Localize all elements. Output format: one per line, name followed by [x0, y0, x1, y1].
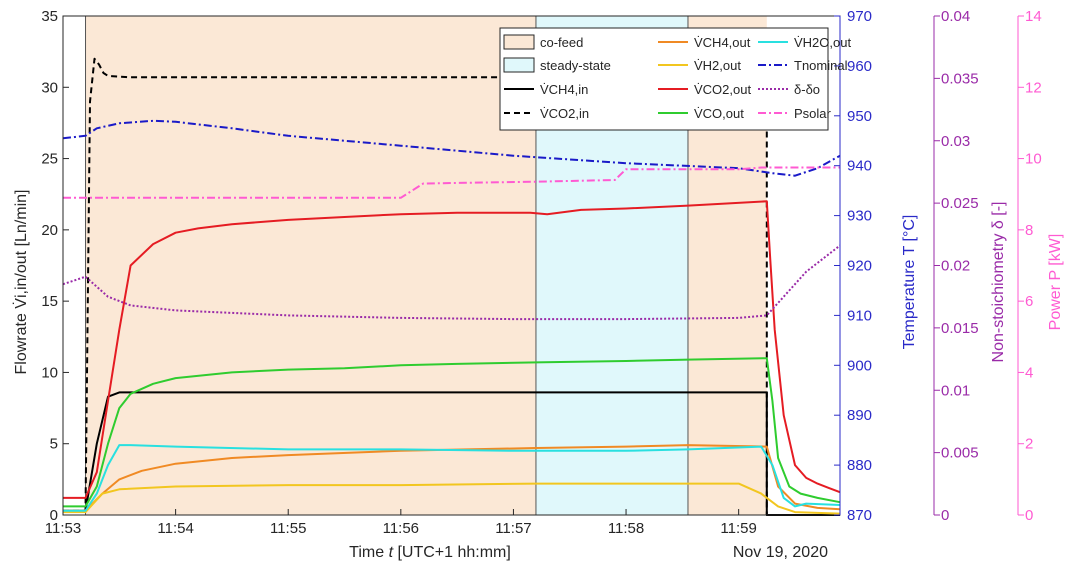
- temperature-axis-tick-label: 950: [847, 108, 872, 125]
- left-tick-label: 5: [50, 436, 58, 453]
- left-y-axis-label: Flowrate V̇i,in/out [Ln/min]: [12, 190, 30, 375]
- temperature-axis-label: Temperature T [°C]: [901, 215, 918, 350]
- series-line-9: [63, 166, 840, 199]
- left-tick-label: 10: [41, 364, 58, 381]
- left-tick-label: 20: [41, 222, 58, 239]
- legend-label: V̇CO2,in: [540, 106, 589, 121]
- x-tick-label: 11:55: [270, 520, 306, 537]
- left-tick-label: 30: [41, 79, 58, 96]
- left-tick-label: 15: [41, 293, 58, 310]
- legend-label: Psolar: [794, 106, 832, 121]
- x-tick-label: 11:58: [608, 520, 644, 537]
- left-tick-label: 35: [41, 8, 58, 25]
- x-tick-label: 11:57: [495, 520, 531, 537]
- power-axis-tick-label: 0: [1025, 507, 1033, 524]
- series-line-7: [62, 119, 841, 177]
- temperature-axis-tick-label: 900: [847, 357, 872, 374]
- left-y-axis: 0 5 10 15 20 25 30 35: [41, 8, 69, 524]
- series-line-5: [63, 357, 841, 508]
- temperature-axis-tick-label: 940: [847, 158, 872, 175]
- x-tick-label: 11:54: [157, 520, 193, 537]
- non-stoichiometry-axis-tick-label: 0.035: [941, 70, 979, 87]
- non-stoichiometry-axis-tick-label: 0: [941, 507, 949, 524]
- power-axis-tick-label: 2: [1025, 436, 1033, 453]
- legend-label: Tnominal: [794, 58, 848, 73]
- temperature-axis-tick-label: 880: [847, 457, 872, 474]
- legend: co-feed steady-state V̇CH4,in V̇CO2,in V̇CH4…: [499, 27, 851, 131]
- non-stoichiometry-axis-tick-label: 0.005: [941, 445, 979, 462]
- power-axis-tick-label: 6: [1025, 293, 1033, 310]
- power-axis-tick-label: 14: [1025, 8, 1042, 25]
- legend-label: V̇CO,out: [694, 106, 744, 121]
- non-stoichiometry-axis-tick-label: 0.025: [941, 195, 979, 212]
- series-line-3: [63, 482, 841, 515]
- region-co-feed: [85, 16, 536, 515]
- legend-label: V̇CO2,out: [694, 82, 751, 97]
- left-tick-label: 25: [41, 151, 58, 168]
- legend-label: steady-state: [540, 58, 611, 73]
- non-stoichiometry-axis-tick-label: 0.04: [941, 8, 970, 25]
- power-axis: 0 2 4 6 8 10 12 14: [1017, 8, 1042, 524]
- legend-label: δ-δo: [794, 82, 820, 97]
- power-axis-tick-label: 12: [1025, 79, 1042, 96]
- temperature-axis-tick-label: 930: [847, 208, 872, 225]
- series-line-8: [62, 244, 841, 321]
- legend-label: V̇H2O,out: [794, 35, 851, 50]
- non-stoichiometry-axis-tick-label: 0.01: [941, 382, 970, 399]
- legend-swatch: [503, 34, 535, 50]
- power-axis-tick-label: 10: [1025, 151, 1042, 168]
- legend-label: V̇CH4,in: [540, 82, 588, 97]
- non-stoichiometry-axis-tick-label: 0.03: [941, 133, 970, 150]
- x-tick-label: 11:56: [383, 520, 419, 537]
- power-axis-tick-label: 8: [1025, 222, 1033, 239]
- x-axis-label: Time t [UTC+1 hh:mm]: [349, 544, 511, 561]
- legend-label: co-feed: [540, 35, 583, 50]
- power-axis-tick-label: 4: [1025, 364, 1033, 381]
- temperature-axis-tick-label: 970: [847, 8, 872, 25]
- temperature-axis-tick-label: 890: [847, 407, 872, 424]
- temperature-axis-tick-label: 870: [847, 507, 872, 524]
- temperature-axis-tick-label: 920: [847, 258, 872, 275]
- x-axis: 11:53 11:54 11:55 11:56 11:57 11:58 11:59: [45, 509, 757, 537]
- non-stoichiometry-axis-tick-label: 0.02: [941, 258, 970, 275]
- non-stoichiometry-axis: 0 0.005 0.01 0.015 0.02 0.025 0.03 0.035 0.04: [933, 8, 979, 524]
- legend-swatch: [503, 57, 535, 73]
- x-tick-label: 11:53: [45, 520, 81, 537]
- series-line-2: [63, 444, 841, 512]
- power-axis-label: Power P [kW]: [1047, 234, 1064, 331]
- date-label: Nov 19, 2020: [733, 544, 828, 561]
- left-tick-label: 0: [50, 507, 58, 524]
- x-tick-label: 11:59: [720, 520, 756, 537]
- temperature-axis-tick-label: 960: [847, 58, 872, 75]
- non-stoichiometry-axis-label: Non-stoichiometry δ [-]: [990, 202, 1007, 363]
- series-line-6: [63, 444, 841, 512]
- temperature-axis: 870 880 890 900 910 920 930 940 950 960 970: [834, 8, 872, 524]
- temperature-axis-tick-label: 910: [847, 307, 872, 324]
- series-line-4: [63, 200, 841, 499]
- legend-label: V̇H2,out: [694, 58, 741, 73]
- non-stoichiometry-axis-tick-label: 0.015: [941, 320, 979, 337]
- legend-label: V̇CH4,out: [694, 35, 751, 50]
